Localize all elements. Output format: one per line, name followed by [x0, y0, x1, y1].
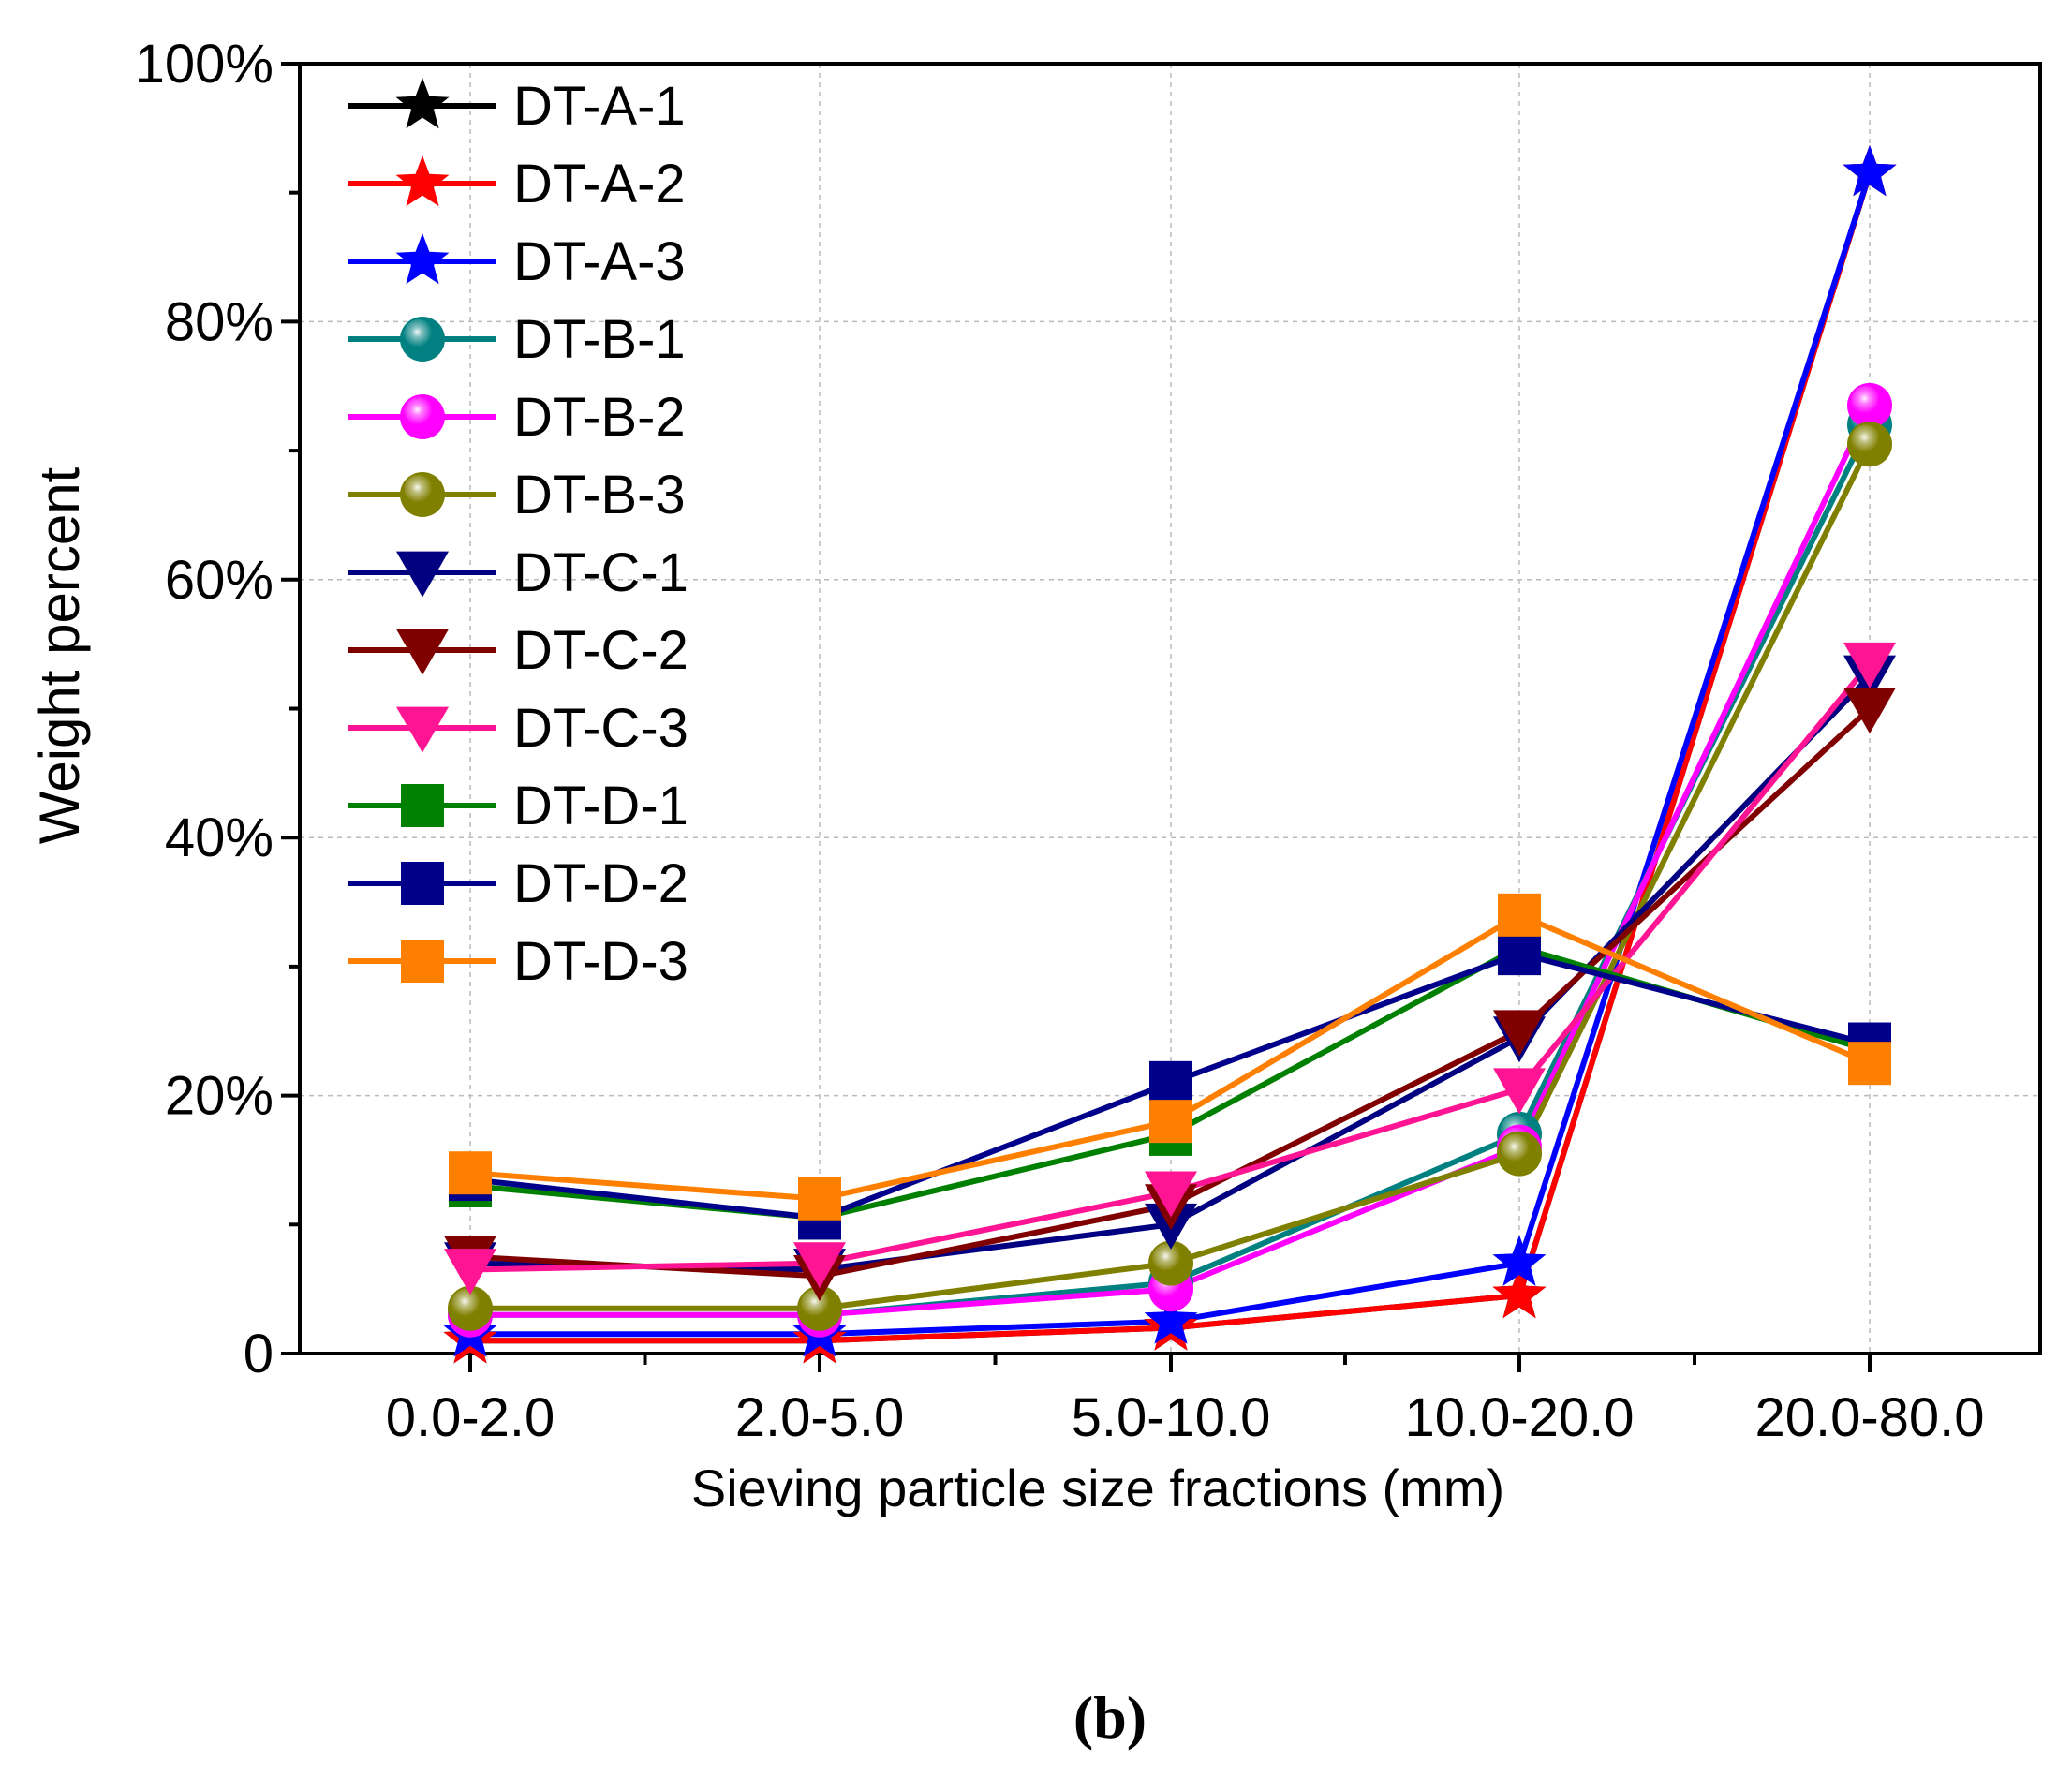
legend-marker [396, 629, 449, 675]
legend-marker [395, 233, 450, 285]
marker-shine [404, 397, 434, 427]
data-point [1493, 1010, 1546, 1057]
x-tick-label: 5.0-10.0 [1072, 1387, 1271, 1448]
legend-marker [401, 784, 444, 827]
legend-label: DT-A-3 [513, 231, 686, 292]
data-point [449, 1151, 492, 1195]
marker-shine [1851, 385, 1881, 416]
x-axis-label: Sieving particle size fractions (mm) [691, 1458, 1504, 1517]
legend-marker [400, 394, 445, 439]
y-tick-label: 20% [165, 1066, 274, 1127]
legend-label: DT-D-2 [513, 853, 688, 914]
data-point [1847, 382, 1892, 428]
data-point [1843, 145, 1897, 197]
y-tick-label: 40% [165, 807, 274, 868]
marker-shine [404, 475, 434, 505]
data-point [1492, 1267, 1547, 1319]
marker-shine [1851, 424, 1881, 455]
x-tick-label: 2.0-5.0 [735, 1387, 905, 1448]
x-tick-label: 20.0-80.0 [1754, 1387, 1984, 1448]
y-tick-label: 0 [244, 1324, 274, 1384]
series-lines [443, 145, 1897, 1364]
data-point [793, 1242, 846, 1289]
x-tick-label: 10.0-20.0 [1404, 1387, 1634, 1448]
marker-shine [451, 1288, 481, 1319]
data-point [1847, 422, 1892, 467]
legend-marker [395, 78, 450, 129]
data-point [444, 1249, 496, 1295]
data-point [1148, 1240, 1193, 1286]
data-point [448, 1285, 493, 1331]
data-point [1843, 642, 1896, 688]
data-point [1492, 1235, 1547, 1286]
legend-label: DT-B-3 [513, 465, 686, 525]
marker-shine [801, 1288, 831, 1319]
legend-label: DT-B-2 [513, 387, 686, 448]
data-point [798, 1177, 841, 1221]
y-axis-label: Weight percent [28, 466, 91, 844]
legend-marker [401, 940, 444, 983]
legend-marker [395, 155, 450, 207]
data-point [1498, 893, 1541, 937]
legend-label: DT-C-3 [513, 698, 688, 759]
marker-shine [404, 319, 434, 349]
data-point [1848, 1042, 1891, 1086]
legend-label: DT-A-2 [513, 154, 686, 215]
data-point [1145, 1171, 1197, 1218]
legend-label: DT-A-1 [513, 76, 686, 137]
legend-label: DT-C-2 [513, 620, 688, 681]
legend-label: DT-B-1 [513, 309, 686, 370]
legend-label: DT-D-3 [513, 931, 688, 992]
data-point [1497, 1131, 1542, 1177]
data-point [1144, 1293, 1198, 1344]
legend-marker [396, 706, 449, 753]
panel-label: (b) [1073, 1684, 1147, 1751]
legend-marker [401, 862, 444, 905]
legend-label: DT-C-1 [513, 542, 688, 603]
data-point [1843, 688, 1896, 734]
data-point [1498, 932, 1541, 976]
legend-marker [400, 317, 445, 362]
marker-shine [1152, 1243, 1182, 1274]
legend-marker [400, 472, 445, 517]
data-point [1149, 1060, 1192, 1104]
legend-label: DT-D-1 [513, 776, 688, 836]
y-tick-label: 80% [165, 291, 274, 352]
data-point [1493, 1068, 1546, 1115]
data-point [797, 1285, 842, 1331]
y-tick-label: 60% [165, 550, 274, 611]
marker-shine [1501, 1133, 1531, 1164]
x-tick-label: 0.0-2.0 [386, 1387, 555, 1448]
legend-marker [396, 551, 449, 598]
data-point [1149, 1100, 1192, 1144]
axes: 0 20% 40% 60% 80% 100% 0.0-2.0 2.0-5.0 5.0-10.0 1… [135, 34, 2042, 1448]
y-tick-label: 100% [135, 34, 274, 95]
legend: DT-A-1 DT-A-2 DT-A-3 DT-B-1 DT-B-2 DT-B-3 DT-C… [348, 76, 688, 992]
